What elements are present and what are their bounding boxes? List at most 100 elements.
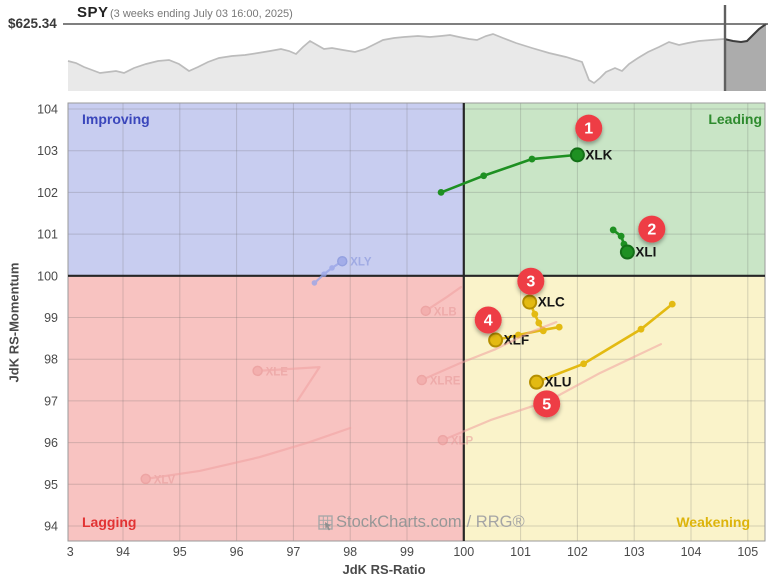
- trail-node: [580, 360, 588, 368]
- trail-node: [321, 271, 327, 277]
- head-dot-XLB[interactable]: [420, 305, 431, 317]
- x-tick-102: 102: [567, 545, 588, 559]
- rrg-plot[interactable]: 3 94 95 96 97 98 99 100 101 102 103 104 105 104 103 102…: [37, 102, 766, 560]
- highlight-area: [725, 24, 766, 91]
- trail-node: [617, 232, 625, 240]
- spy-symbol: SPY: [77, 4, 109, 21]
- quadrant-lagging: [68, 275, 464, 541]
- badge-number: 3: [526, 274, 535, 291]
- ticker-label-XLY[interactable]: XLY: [350, 257, 372, 269]
- trail-node: [535, 319, 543, 327]
- badge-circle: [517, 267, 545, 295]
- trail-node: [437, 189, 445, 196]
- head-dot-XLF[interactable]: [488, 332, 504, 348]
- badge-circle: [638, 215, 666, 243]
- badge-circle: [533, 390, 561, 418]
- annotation-badge-3: 3: [517, 267, 545, 295]
- x-tick-104: 104: [681, 545, 702, 559]
- spy-last-price: $625.34: [8, 16, 57, 31]
- head-dot-XLU[interactable]: [529, 374, 545, 390]
- annotation-badge-5: 5: [533, 390, 561, 418]
- spy-sparkline[interactable]: [63, 5, 768, 91]
- head-dot-XLK[interactable]: [569, 147, 585, 163]
- trail-node: [531, 310, 539, 318]
- ticker-label-XLRE[interactable]: XLRE: [430, 376, 461, 388]
- head-dot-XLE[interactable]: [252, 365, 263, 377]
- y-tick-101: 101: [37, 228, 58, 242]
- trail-node: [311, 280, 318, 286]
- y-tick-96: 96: [44, 436, 58, 450]
- trail-XLI[interactable]: XLI: [609, 226, 657, 260]
- trail-line-XLRE: [420, 320, 558, 382]
- y-tick-100: 100: [37, 269, 58, 283]
- x-tick-98: 98: [343, 545, 357, 559]
- quadrant-label-lagging: Lagging: [82, 514, 137, 530]
- x-tick-100: 100: [453, 545, 474, 559]
- y-axis-title: JdK RS-Momentum: [6, 262, 22, 383]
- ticker-label-XLK[interactable]: XLK: [585, 147, 612, 162]
- quadrant-weakening: [463, 275, 765, 541]
- annotation-badge-1: 1: [575, 114, 603, 142]
- price-area: [68, 34, 725, 91]
- trail-XLY[interactable]: XLY: [311, 255, 372, 286]
- head-dot-XLC[interactable]: [522, 294, 538, 310]
- head-dot-XLV[interactable]: [140, 473, 151, 485]
- trail-XLC[interactable]: XLC: [522, 294, 565, 335]
- ticker-label-XLB[interactable]: XLB: [434, 306, 457, 318]
- x-tick-101: 101: [510, 545, 531, 559]
- trail-XLE[interactable]: XLE: [252, 365, 321, 402]
- ticker-label-XLE[interactable]: XLE: [266, 366, 289, 378]
- plot-border: [67, 102, 766, 542]
- y-tick-104: 104: [37, 103, 58, 117]
- x-tick-94: 94: [116, 545, 130, 559]
- annotation-badge-2: 2: [638, 215, 666, 243]
- ticker-label-XLC[interactable]: XLC: [538, 295, 565, 310]
- x-tick-3: 3: [67, 545, 74, 559]
- head-dot-XLY[interactable]: [336, 255, 348, 267]
- trail-XLRE[interactable]: XLRE: [416, 320, 558, 388]
- trail-XLU[interactable]: XLU: [529, 300, 676, 390]
- y-tick-102: 102: [37, 186, 58, 200]
- price-line: [67, 33, 725, 85]
- ticker-label-XLV[interactable]: XLV: [154, 474, 176, 486]
- y-tick-94: 94: [44, 520, 58, 534]
- trail-XLB[interactable]: XLB: [420, 285, 463, 318]
- x-tick-97: 97: [286, 545, 300, 559]
- trail-XLK[interactable]: XLK: [437, 147, 613, 196]
- trail-node: [609, 226, 617, 234]
- quadrant-label-leading: Leading: [708, 111, 762, 127]
- spy-chart-subtitle: (3 weeks ending July 03 16:00, 2025): [110, 8, 293, 20]
- quadrant-improving: [68, 103, 464, 276]
- quadrant-leading: [463, 103, 765, 276]
- x-tick-95: 95: [173, 545, 187, 559]
- badge-number: 4: [484, 313, 493, 330]
- head-dot-XLI[interactable]: [619, 244, 635, 260]
- trail-XLV[interactable]: XLV: [140, 426, 352, 486]
- badge-number: 5: [542, 396, 551, 413]
- x-tick-105: 105: [737, 545, 758, 559]
- badge-circle: [474, 306, 502, 334]
- y-tick-95: 95: [44, 478, 58, 492]
- head-dot-XLRE[interactable]: [416, 374, 428, 386]
- quadrant-label-improving: Improving: [82, 111, 150, 127]
- ticker-label-XLI[interactable]: XLI: [635, 245, 656, 260]
- y-tick-99: 99: [44, 311, 58, 325]
- head-dot-XLP[interactable]: [437, 434, 449, 446]
- trail-node: [528, 155, 536, 163]
- y-tick-103: 103: [37, 144, 58, 158]
- y-tick-97: 97: [44, 394, 58, 408]
- trail-line-XLK: [439, 153, 579, 194]
- trail-node: [329, 265, 335, 271]
- trail-line-XLV: [144, 426, 352, 480]
- trail-node: [480, 172, 488, 180]
- trail-node: [555, 323, 563, 331]
- badge-circle: [575, 114, 603, 142]
- trail-XLP[interactable]: XLP: [437, 343, 662, 448]
- badge-number: 1: [584, 121, 593, 138]
- ticker-label-XLP[interactable]: XLP: [451, 436, 474, 448]
- x-axis-title: JdK RS-Ratio: [342, 562, 426, 577]
- badge-number: 2: [647, 222, 656, 239]
- ticker-label-XLU[interactable]: XLU: [545, 375, 572, 390]
